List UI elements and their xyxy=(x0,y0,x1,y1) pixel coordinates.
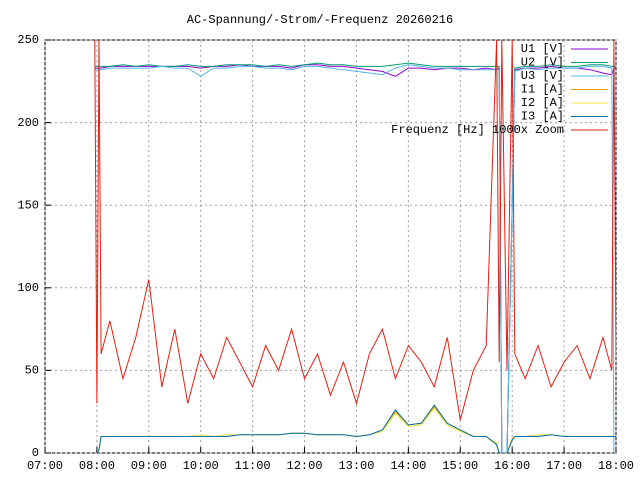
legend-label: Frequenz [Hz] 1000x Zoom xyxy=(391,123,564,137)
x-tick-label: 13:00 xyxy=(338,459,374,473)
x-tick-label: 15:00 xyxy=(442,459,478,473)
series-line xyxy=(94,40,616,421)
x-tick-label: 07:00 xyxy=(27,459,63,473)
x-tick-label: 17:00 xyxy=(546,459,582,473)
y-tick-label: 250 xyxy=(17,33,39,47)
x-tick-label: 18:00 xyxy=(598,459,634,473)
legend-label: U1 [V] xyxy=(521,42,564,56)
legend-label: I3 [A] xyxy=(521,110,564,124)
x-tick-label: 14:00 xyxy=(390,459,426,473)
series-line xyxy=(94,64,616,453)
x-tick-label: 11:00 xyxy=(235,459,271,473)
x-tick-label: 16:00 xyxy=(494,459,530,473)
legend-label: I1 [A] xyxy=(521,83,564,97)
legend-label: U2 [V] xyxy=(521,56,564,70)
legend-label: I2 [A] xyxy=(521,96,564,110)
legend-label: U3 [V] xyxy=(521,69,564,83)
y-tick-label: 200 xyxy=(17,116,39,130)
x-tick-label: 12:00 xyxy=(287,459,323,473)
x-tick-label: 08:00 xyxy=(79,459,115,473)
y-tick-label: 0 xyxy=(32,446,39,460)
y-tick-label: 150 xyxy=(17,198,39,212)
series-line xyxy=(94,405,616,453)
x-tick-label: 10:00 xyxy=(183,459,219,473)
x-tick-label: 09:00 xyxy=(131,459,167,473)
series-line xyxy=(94,404,616,453)
chart-title: AC-Spannung/-Strom/-Frequenz 20260216 xyxy=(187,13,453,27)
series-line xyxy=(94,407,616,453)
y-tick-label: 100 xyxy=(17,281,39,295)
y-tick-label: 50 xyxy=(25,364,39,378)
